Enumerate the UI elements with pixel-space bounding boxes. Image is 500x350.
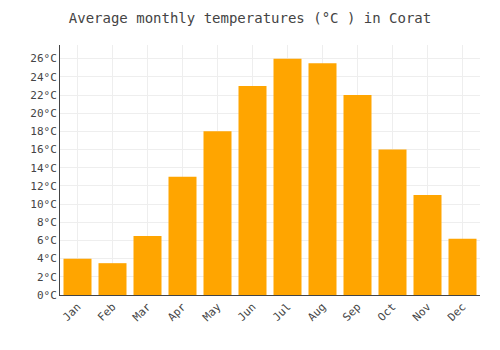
svg-text:10°C: 10°C xyxy=(30,198,57,211)
svg-text:14°C: 14°C xyxy=(30,162,57,175)
svg-text:Apr: Apr xyxy=(165,300,189,324)
svg-text:16°C: 16°C xyxy=(30,143,57,156)
svg-text:Mar: Mar xyxy=(130,300,154,324)
svg-text:26°C: 26°C xyxy=(30,52,57,65)
svg-text:Sep: Sep xyxy=(340,301,363,324)
svg-text:18°C: 18°C xyxy=(30,125,57,138)
svg-text:Jun: Jun xyxy=(235,301,258,324)
svg-text:12°C: 12°C xyxy=(30,180,57,193)
svg-text:Feb: Feb xyxy=(95,301,118,324)
svg-text:May: May xyxy=(200,300,224,324)
svg-text:Jul: Jul xyxy=(270,301,293,324)
svg-text:20°C: 20°C xyxy=(30,107,57,120)
svg-text:24°C: 24°C xyxy=(30,71,57,84)
svg-text:Dec: Dec xyxy=(445,301,468,324)
svg-text:Average monthly temperatures (: Average monthly temperatures (°C ) in Co… xyxy=(69,10,431,26)
svg-text:2°C: 2°C xyxy=(37,271,57,284)
svg-text:0°C: 0°C xyxy=(37,289,57,302)
svg-text:4°C: 4°C xyxy=(37,252,57,265)
svg-text:22°C: 22°C xyxy=(30,89,57,102)
svg-text:Jan: Jan xyxy=(60,301,83,324)
svg-text:Aug: Aug xyxy=(305,301,328,324)
svg-text:Nov: Nov xyxy=(410,300,434,324)
svg-text:Oct: Oct xyxy=(375,301,398,324)
svg-text:8°C: 8°C xyxy=(37,216,57,229)
svg-text:6°C: 6°C xyxy=(37,234,57,247)
